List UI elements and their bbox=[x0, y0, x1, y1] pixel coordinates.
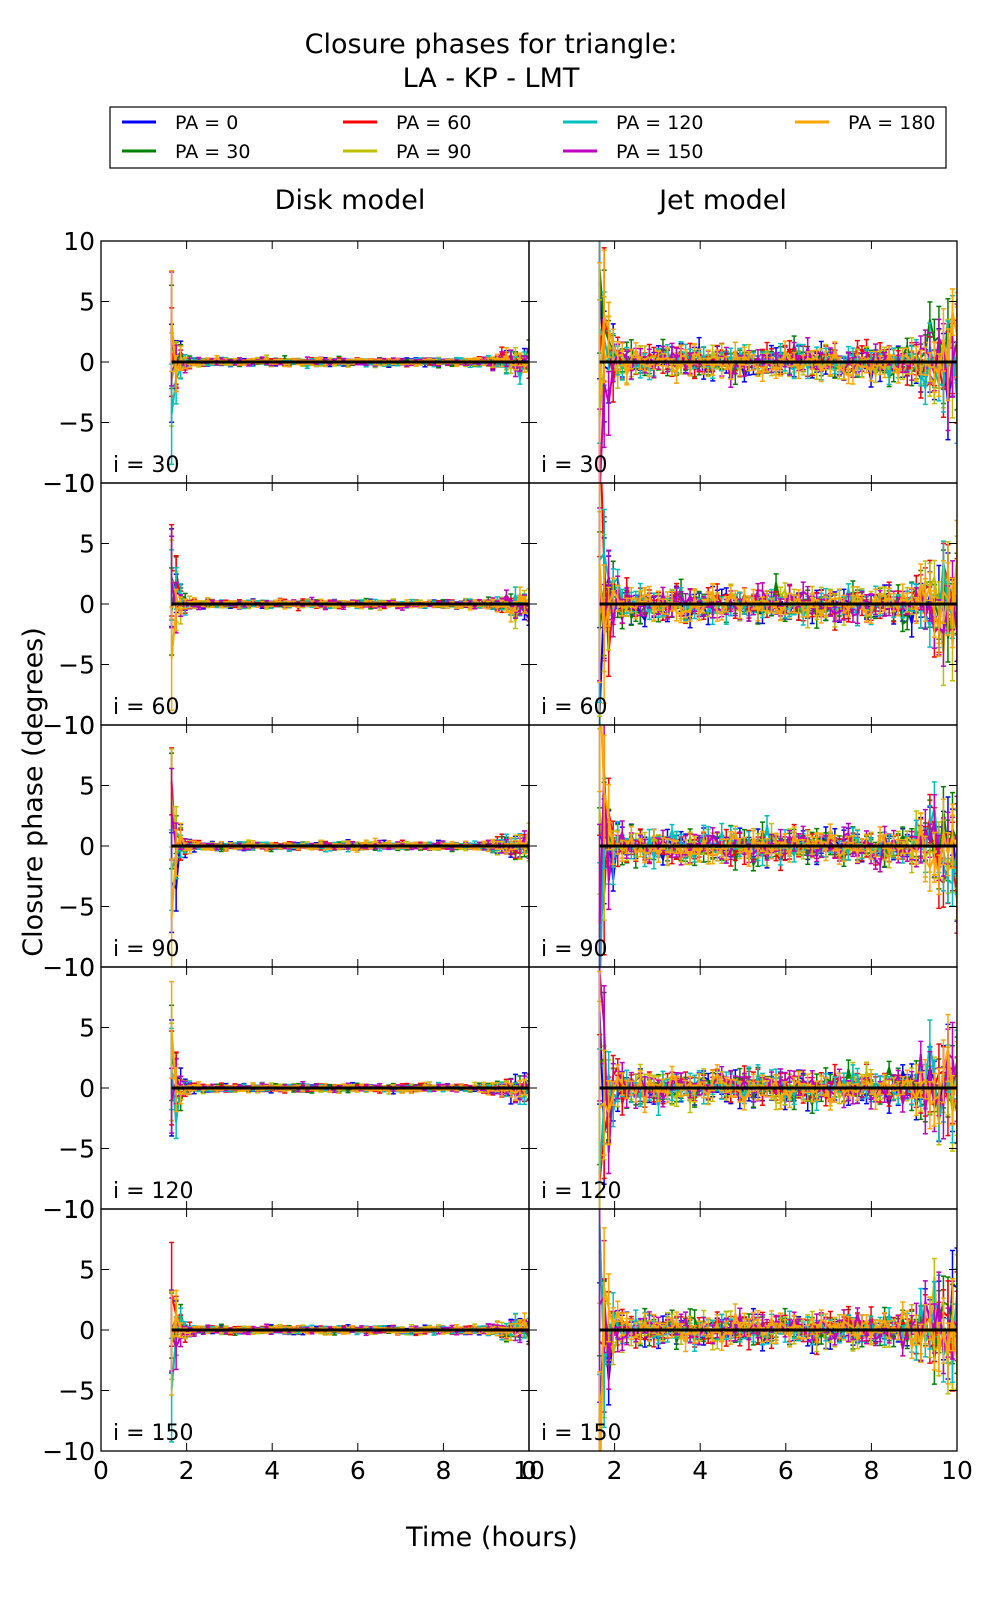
legend-label: PA = 90 bbox=[396, 141, 471, 163]
legend-label: PA = 120 bbox=[616, 112, 704, 134]
series bbox=[169, 539, 529, 630]
series bbox=[169, 271, 529, 390]
series bbox=[597, 295, 957, 483]
y-tick-label: −10 bbox=[42, 469, 95, 498]
legend-label: PA = 180 bbox=[848, 112, 936, 134]
legend: PA = 0 PA = 60 PA = 120 PA = 180 PA = 30 PA =… bbox=[109, 106, 947, 169]
series bbox=[169, 351, 529, 466]
series bbox=[169, 332, 529, 427]
series-line bbox=[170, 577, 529, 619]
series-line bbox=[598, 282, 957, 403]
series bbox=[169, 323, 529, 424]
series bbox=[169, 307, 529, 398]
plot-area bbox=[169, 523, 529, 712]
legend-entry: PA = 150 bbox=[563, 141, 704, 163]
legend-box bbox=[109, 106, 947, 169]
legend-entry: PA = 60 bbox=[343, 112, 471, 134]
y-tick-label: −5 bbox=[58, 409, 95, 438]
legend-label: PA = 0 bbox=[175, 112, 238, 134]
legend-entry: PA = 30 bbox=[122, 141, 250, 163]
col-title-jet: Jet model bbox=[657, 185, 787, 216]
panel-inclination-label: i = 30 bbox=[113, 453, 180, 478]
panel: i = 30 bbox=[528, 240, 958, 484]
series bbox=[597, 241, 957, 445]
panel-inclination-label: i = 30 bbox=[541, 453, 608, 478]
series bbox=[169, 269, 529, 393]
panel: 10 5 0 −5 −10 i = 30 bbox=[42, 227, 530, 498]
series bbox=[169, 586, 529, 712]
legend-entry: PA = 120 bbox=[563, 112, 704, 134]
series-line bbox=[598, 311, 957, 396]
figure-title-line2: LA - KP - LMT bbox=[403, 63, 580, 94]
series bbox=[169, 284, 529, 393]
plot-area bbox=[169, 269, 529, 466]
series bbox=[597, 249, 957, 483]
legend-label: PA = 60 bbox=[396, 112, 471, 134]
legend-label: PA = 30 bbox=[175, 141, 250, 163]
legend-entry: PA = 0 bbox=[122, 112, 238, 134]
y-tick-label: 0 bbox=[79, 348, 95, 377]
series bbox=[169, 549, 529, 621]
legend-label: PA = 150 bbox=[616, 141, 704, 163]
col-title-disk: Disk model bbox=[275, 185, 426, 216]
y-tick-label: 5 bbox=[79, 288, 95, 317]
legend-entry: PA = 90 bbox=[343, 141, 471, 163]
legend-entry: PA = 180 bbox=[795, 112, 936, 134]
plot-area bbox=[597, 241, 957, 483]
series bbox=[597, 241, 957, 441]
figure-title-line1: Closure phases for triangle: bbox=[305, 29, 678, 60]
y-tick-label: 10 bbox=[63, 227, 95, 256]
series bbox=[169, 528, 529, 628]
series bbox=[169, 535, 529, 634]
